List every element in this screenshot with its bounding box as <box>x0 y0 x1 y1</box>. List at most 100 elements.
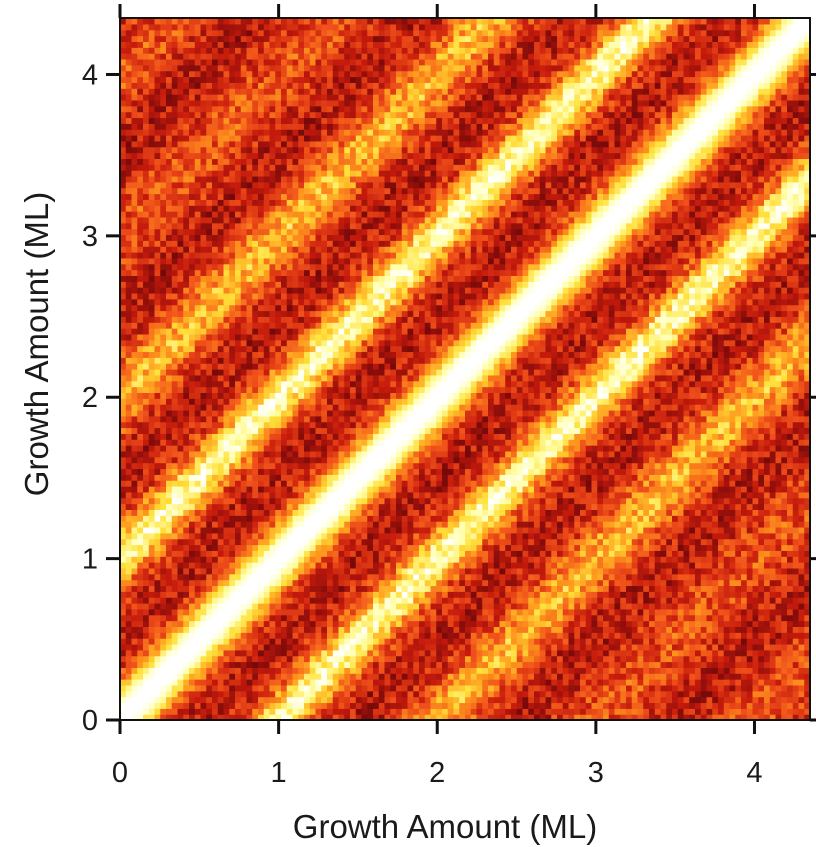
heatmap-cell <box>804 667 811 674</box>
heatmap-cell <box>804 632 811 639</box>
heatmap-cell <box>252 556 259 563</box>
heatmap-cell <box>695 638 702 645</box>
heatmap-cell <box>166 497 173 505</box>
heatmap-cell <box>407 638 414 645</box>
heatmap-cell <box>723 614 731 622</box>
heatmap-cell <box>574 620 581 627</box>
heatmap-cell <box>298 690 305 698</box>
heatmap-cell <box>775 690 782 698</box>
heatmap-cell <box>493 632 501 639</box>
heatmap-cell <box>154 509 161 516</box>
heatmap-cell <box>787 655 794 663</box>
heatmap-cell <box>580 497 587 505</box>
heatmap-cell <box>620 556 627 563</box>
heatmap-cell <box>620 480 627 487</box>
heatmap-cell <box>131 509 138 516</box>
heatmap-cell <box>499 532 506 540</box>
heatmap-cell <box>430 480 437 487</box>
heatmap-cell <box>148 591 156 598</box>
heatmap-cell <box>528 567 535 575</box>
heatmap-cell <box>183 673 190 680</box>
heatmap-cell <box>350 480 357 487</box>
heatmap-cell <box>367 673 374 680</box>
heatmap-cell <box>557 474 564 481</box>
heatmap-cell <box>194 649 202 657</box>
heatmap-cell <box>183 491 190 499</box>
heatmap-cell <box>631 480 639 487</box>
heatmap-cell <box>338 521 345 528</box>
heatmap-cell <box>447 690 455 698</box>
heatmap-cell <box>712 497 719 505</box>
heatmap-cell <box>775 526 782 534</box>
heatmap-cell <box>585 667 593 674</box>
heatmap-cell <box>321 532 328 540</box>
heatmap-cell <box>470 591 478 598</box>
heatmap-cell <box>792 497 800 505</box>
heatmap-cell <box>373 690 380 698</box>
heatmap-cell <box>488 486 495 493</box>
heatmap-cell <box>470 684 478 692</box>
heatmap-cell <box>183 632 190 639</box>
heatmap-cell <box>718 603 725 610</box>
heatmap-cell <box>511 585 518 592</box>
heatmap-cell <box>654 696 662 704</box>
heatmap-cell <box>764 515 771 522</box>
heatmap-cell <box>344 585 351 592</box>
heatmap-cell <box>304 538 311 546</box>
heatmap-cell <box>355 597 363 604</box>
heatmap-cell <box>401 556 409 563</box>
heatmap-cell <box>292 579 299 587</box>
heatmap-cell <box>677 649 685 657</box>
heatmap-cell <box>194 503 202 510</box>
heatmap-cell <box>649 491 656 499</box>
heatmap-cell <box>390 702 397 709</box>
heatmap-cell <box>580 573 587 581</box>
heatmap-cell <box>597 491 604 499</box>
heatmap-cell <box>309 684 317 692</box>
heatmap-cell <box>413 562 420 569</box>
heatmap-cell <box>626 667 633 674</box>
heatmap-cell <box>764 491 771 499</box>
heatmap-cell <box>217 509 225 516</box>
heatmap-cell <box>367 649 374 657</box>
heatmap-cell <box>298 509 305 516</box>
heatmap-cell <box>557 544 564 551</box>
heatmap-cell <box>125 550 133 557</box>
heatmap-cell <box>637 620 644 627</box>
heatmap-cell <box>672 620 679 627</box>
heatmap-cell <box>499 597 506 604</box>
heatmap-cell <box>729 696 736 704</box>
heatmap-cell <box>430 655 437 663</box>
heatmap-cell <box>436 491 443 499</box>
heatmap-cell <box>413 614 420 622</box>
heatmap-cell <box>194 620 202 627</box>
heatmap-cell <box>660 544 667 551</box>
heatmap-cell <box>758 608 765 616</box>
heatmap-cell <box>350 491 357 499</box>
heatmap-cell <box>269 474 276 481</box>
heatmap-cell <box>304 509 311 516</box>
heatmap-cell <box>551 603 558 610</box>
heatmap-cell <box>361 702 368 709</box>
heatmap-cell <box>171 597 179 604</box>
heatmap-cell <box>459 614 466 622</box>
heatmap-cell <box>787 608 794 616</box>
heatmap-cell <box>758 708 765 715</box>
heatmap-cell <box>706 690 713 698</box>
heatmap-cell <box>499 585 506 592</box>
heatmap-cell <box>321 684 328 692</box>
heatmap-cell <box>120 655 127 663</box>
heatmap-cell <box>488 491 495 499</box>
heatmap-cell <box>695 696 702 704</box>
heatmap-cell <box>246 585 253 592</box>
heatmap-cell <box>718 626 725 633</box>
heatmap-cell <box>539 696 547 704</box>
heatmap-cell <box>171 620 179 627</box>
heatmap-cell <box>194 556 202 563</box>
heatmap-cell <box>407 474 414 481</box>
heatmap-cell <box>735 603 742 610</box>
heatmap-cell <box>643 597 650 604</box>
heatmap-cell <box>154 679 161 686</box>
heatmap-cell <box>792 632 800 639</box>
heatmap-cell <box>401 503 409 510</box>
